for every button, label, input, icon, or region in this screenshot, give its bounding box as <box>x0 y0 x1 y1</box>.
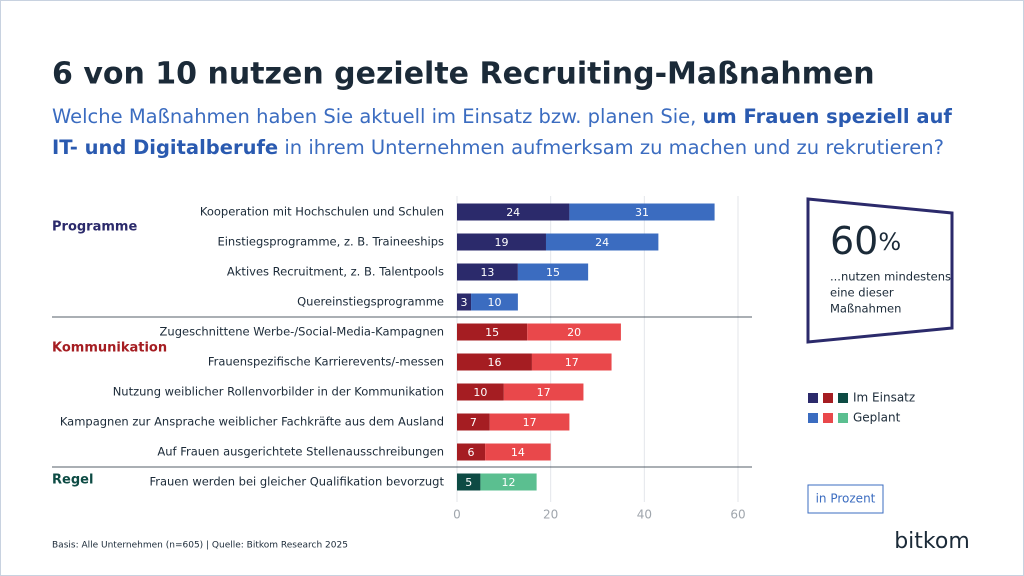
bar-segment <box>531 353 612 371</box>
subtitle-segment: Welche Maßnahmen haben Sie aktuell im Ei… <box>52 105 703 128</box>
y-tick-label: Kooperation mit Hochschulen und Schulen <box>200 205 444 219</box>
bar-segment <box>517 263 589 281</box>
legend-swatch <box>838 393 848 403</box>
unit-box <box>807 484 884 514</box>
x-tick-label: 0 <box>453 508 461 522</box>
bar-segment <box>527 323 621 341</box>
data-label: 17 <box>565 356 579 369</box>
y-tick-label: Quereinstiegsprogramme <box>297 295 444 309</box>
legend-swatch <box>808 393 818 403</box>
y-tick-label: Einstiegsprogramme, z. B. Traineeships <box>217 235 444 249</box>
data-label: 13 <box>480 266 494 279</box>
bar-segment <box>489 413 570 431</box>
bar-segment <box>471 293 518 311</box>
data-label: 12 <box>502 476 516 489</box>
data-label: 24 <box>506 206 520 219</box>
subtitle-segment: um Frauen speziell auf <box>703 105 953 128</box>
data-label: 15 <box>546 266 560 279</box>
data-label: 19 <box>494 236 508 249</box>
bar-segment <box>569 203 715 221</box>
legend-swatch <box>808 413 818 423</box>
data-label: 10 <box>487 296 501 309</box>
x-tick-label: 60 <box>730 508 745 522</box>
chart-title: 6 von 10 nutzen gezielte Recruiting-Maßn… <box>52 57 875 92</box>
bar-segment <box>457 323 528 341</box>
bar-segment <box>545 233 659 251</box>
group-label: Kommunikation <box>52 341 167 356</box>
bar-segment <box>457 383 504 401</box>
callout-unit: % <box>878 228 901 256</box>
data-label: 5 <box>465 476 472 489</box>
data-label: 31 <box>635 206 649 219</box>
data-label: 24 <box>595 236 609 249</box>
subtitle-line: IT- und Digitalberufe in ihrem Unternehm… <box>52 136 944 159</box>
y-tick-label: Frauen werden bei gleicher Qualifikation… <box>149 475 444 489</box>
callout-text: ...nutzen mindestens <box>830 270 951 284</box>
legend-swatch <box>838 413 848 423</box>
data-label: 6 <box>468 446 475 459</box>
legend-label: Geplant <box>853 411 901 425</box>
callout-value: 60% <box>830 219 901 263</box>
callout-text: Maßnahmen <box>830 302 901 316</box>
callout-number: 60 <box>830 219 878 263</box>
bar-segment <box>457 293 472 311</box>
data-label: 3 <box>461 296 468 309</box>
data-label: 17 <box>537 386 551 399</box>
x-tick-label: 20 <box>543 508 558 522</box>
bar-segment <box>457 233 546 251</box>
callout-box <box>806 197 954 344</box>
bar-segment <box>457 263 518 281</box>
data-label: 15 <box>485 326 499 339</box>
unit-note: in Prozent <box>816 492 876 506</box>
data-label: 16 <box>487 356 501 369</box>
legend-swatch <box>823 393 833 403</box>
data-label: 7 <box>470 416 477 429</box>
legend-swatch <box>823 413 833 423</box>
data-label: 17 <box>523 416 537 429</box>
bar-segment <box>485 443 551 461</box>
legend-label: Im Einsatz <box>853 391 915 405</box>
logo: bitkom <box>894 529 970 554</box>
bar-segment <box>503 383 584 401</box>
data-label: 20 <box>567 326 581 339</box>
group-label: Regel <box>52 473 93 488</box>
group-label: Programme <box>52 220 137 235</box>
y-tick-label: Frauenspezifische Karrierevents/-messen <box>208 355 444 369</box>
bar-segment <box>457 413 490 431</box>
y-tick-label: Nutzung weiblicher Rollenvorbilder in de… <box>113 385 444 399</box>
bar-segment <box>457 353 532 371</box>
bar-segment <box>457 203 570 221</box>
y-tick-label: Kampagnen zur Ansprache weiblicher Fachk… <box>60 415 444 429</box>
bar-segment <box>457 473 481 491</box>
subtitle-segment: in ihrem Unternehmen aufmerksam zu mache… <box>278 136 944 159</box>
x-tick-label: 40 <box>637 508 652 522</box>
data-label: 10 <box>473 386 487 399</box>
y-tick-label: Zugeschnittene Werbe-/Social-Media-Kampa… <box>160 325 444 339</box>
bar-segment <box>480 473 537 491</box>
footnote: Basis: Alle Unternehmen (n=605) | Quelle… <box>52 541 348 551</box>
y-tick-label: Auf Frauen ausgerichtete Stellenausschre… <box>157 445 444 459</box>
subtitle-segment: IT- und Digitalberufe <box>52 136 278 159</box>
y-tick-label: Aktives Recruitment, z. B. Talentpools <box>227 265 444 279</box>
data-label: 14 <box>511 446 525 459</box>
subtitle-line: Welche Maßnahmen haben Sie aktuell im Ei… <box>52 105 952 128</box>
bar-segment <box>457 443 486 461</box>
callout-text: eine dieser <box>830 286 894 300</box>
